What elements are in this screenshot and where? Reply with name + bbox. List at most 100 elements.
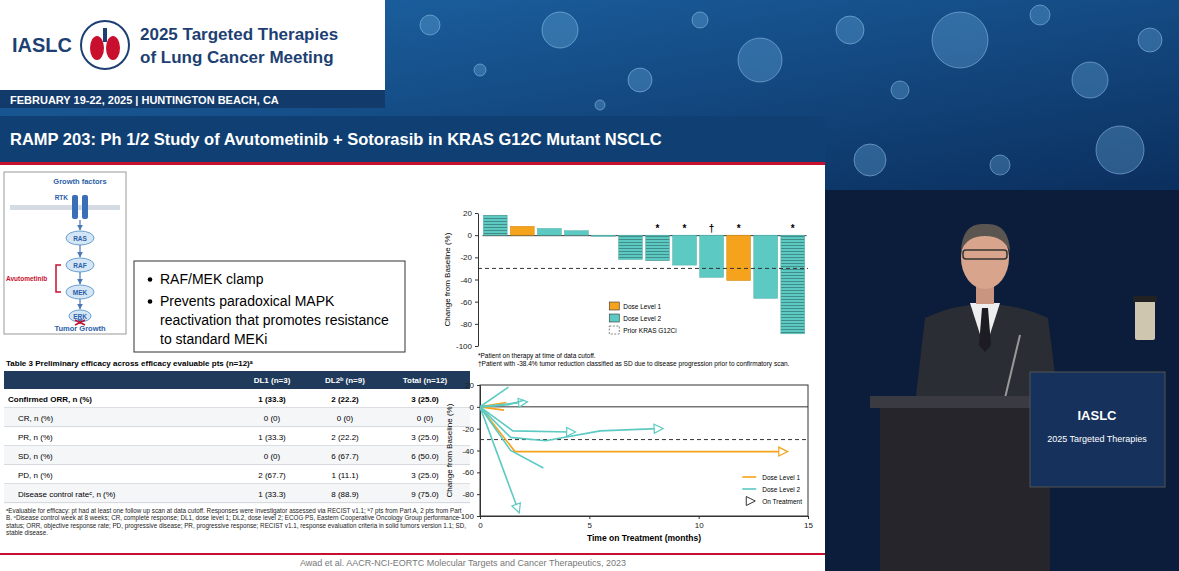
table-cell: 0 (0) [337,414,354,423]
row-label: Confirmed ORR, n (%) [8,395,92,404]
bar [537,229,561,236]
drug-bracket [56,265,61,292]
x-tick-mark [699,516,700,519]
logo-box [0,0,385,90]
bubble [738,38,782,82]
y-axis: -100-80-60-40-20020 [458,381,481,521]
bar-annotation: * [791,223,795,234]
x-tick-label: 5 [588,521,593,530]
legend-label: On Treatment [762,498,802,505]
y-tick-mark [477,494,480,495]
cup-lid [1133,296,1157,302]
chart-footnote: *Patient on therapy at time of data cuto… [478,352,596,360]
x-tick: 5 [588,516,593,530]
title-rule [0,162,825,165]
title-bar [0,116,825,162]
node-label: RAS [73,235,87,242]
table-cell: 3 (25.0) [411,471,439,480]
legend-swatch [609,326,619,334]
table-cell: 8 (88.9) [331,490,359,499]
slide-canvas: IASLC2025 Targeted Therapiesof Lung Canc… [0,0,1179,571]
pathway-diagram: Growth factorsRTKRASRAFMEKERKTumor Growt… [4,172,126,334]
bars [478,215,808,334]
bubble [595,100,605,110]
bubble [628,68,652,92]
y-tick-label: -100 [458,512,475,521]
y-tick-mark [475,235,478,236]
y-axis-line [478,214,479,347]
bubble [1138,28,1162,52]
legend-swatch [609,302,619,310]
node-label: Tumor Growth [54,324,106,333]
x-axis: 051015 [478,516,813,530]
y-tick: -60 [462,468,480,477]
table-cell: 0 (0) [417,414,434,423]
patient-line [480,400,524,407]
node-label: Growth factors [53,177,106,186]
bar-annotation: * [656,223,660,234]
table-cell: 0 (0) [264,414,281,423]
y-tick-mark [475,257,478,258]
table-row [4,389,470,408]
table-row [4,408,470,427]
y-tick: -100 [458,512,480,521]
legend-label: Dose Level 1 [623,303,661,310]
table-cell: 6 (50.0) [411,452,439,461]
bar [700,235,724,277]
speaker-tie [979,308,991,352]
table-cell: 1 (33.3) [258,395,286,404]
bubble [542,12,578,48]
y-tick-mark [475,280,478,281]
plot-frame [480,385,808,516]
y-tick-mark [475,324,478,325]
receptor [82,195,88,219]
monitor-text: 2025 Targeted Therapies [1047,434,1147,444]
table-cell: 1 (33.3) [258,433,286,442]
y-axis-title: Change from Baseline (%) [443,232,452,326]
microphone [1005,335,1020,398]
on-treatment-marker [779,447,788,456]
x-tick: 10 [695,516,704,530]
node-label: ERK [73,313,87,320]
x-tick-mark [589,516,590,519]
y-tick-mark [475,302,478,303]
diagram-frame [4,172,126,334]
bar [781,235,805,334]
y-tick-label: -100 [456,342,473,351]
y-tick-label: -60 [460,298,472,307]
row-label: PD, n (%) [18,471,53,480]
column-head: Total (n=12) [403,376,448,385]
patient-line [480,407,782,452]
bar [727,235,751,280]
logo-trachea [103,28,107,42]
node-shape [66,258,94,272]
y-tick: 20 [463,209,478,218]
y-tick-label: -80 [460,320,472,329]
meeting-name: 2025 Targeted Therapies [140,25,338,44]
slide-title: RAMP 203: Ph 1/2 Study of Avutometinib +… [10,130,662,148]
on-treatment-marker [654,424,663,433]
x-tick-label: 15 [804,521,813,530]
node-shape [66,285,94,299]
row-label: CR, n (%) [18,414,53,423]
column-head: DL1 (n=3) [254,376,291,385]
pathway-arrow [79,272,80,284]
table-row [4,446,470,465]
table-footnote: ᵃEvaluable for efficacy: pt had at least… [6,507,466,536]
table-header-row [4,371,470,389]
pathway-arrow [79,299,80,309]
table-cell: 6 (67.7) [331,452,359,461]
y-tick-mark [477,516,480,517]
y-tick-label: -60 [462,468,474,477]
bubble [1030,5,1050,25]
bullet-text: RAF/MEK clamp [160,271,264,287]
bar [564,231,588,235]
x-tick-mark [808,516,809,519]
node-label: RTK [55,194,69,201]
legend: Dose Level 1Dose Level 2Prior KRAS G12Ci [609,302,676,334]
bullet-dot [148,277,153,282]
y-tick: 20 [465,381,480,390]
bullet-frame [134,261,405,352]
video-background [825,190,1179,571]
table-cell: 2 (22.2) [331,395,359,404]
